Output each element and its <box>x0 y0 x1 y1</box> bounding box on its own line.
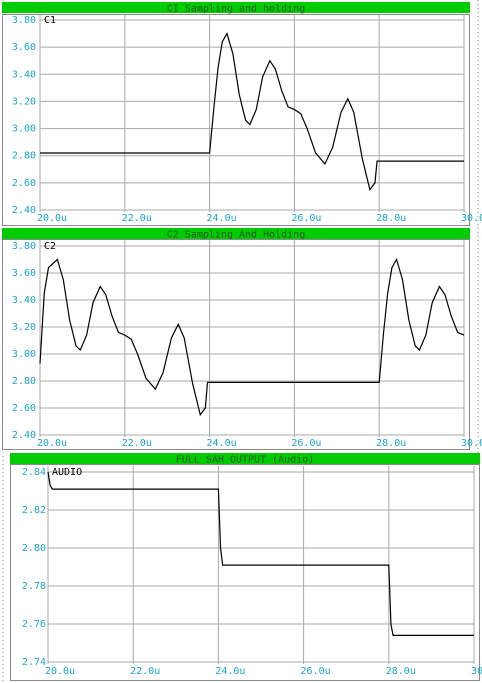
x-tick-label: 26.0u <box>291 213 321 224</box>
y-tick-label: 2.80 <box>12 376 36 387</box>
x-tick-label: 30.0u <box>461 213 482 224</box>
x-tick-label: 20.0u <box>37 213 67 224</box>
x-tick-label: 22.0u <box>122 213 152 224</box>
y-tick-label: 2.60 <box>12 178 36 189</box>
x-tick-label: 30.0u <box>471 666 482 677</box>
y-tick-label: 3.60 <box>12 268 36 279</box>
y-tick-label: 3.20 <box>12 96 36 107</box>
waveform <box>39 257 465 417</box>
title-bar <box>2 228 470 239</box>
x-tick-label: 24.0u <box>207 438 237 449</box>
title-bar <box>2 2 470 13</box>
legend-label: C1 <box>44 15 56 26</box>
y-tick-label: 3.40 <box>12 69 36 80</box>
y-tick-label: 2.74 <box>22 657 46 668</box>
x-tick-label: 28.0u <box>376 438 406 449</box>
y-tick-label: 3.60 <box>12 42 36 53</box>
y-tick-label: 3.20 <box>12 322 36 333</box>
y-tick-label: 3.00 <box>12 349 36 360</box>
legend-label: C2 <box>44 241 56 252</box>
waveform <box>40 32 464 192</box>
legend-label: AUDIO <box>52 467 82 478</box>
y-tick-label: 2.80 <box>12 151 36 162</box>
y-tick-label: 2.40 <box>12 430 36 441</box>
y-tick-label: 2.80 <box>22 543 46 554</box>
x-tick-label: 30.0u <box>461 438 482 449</box>
y-tick-label: 3.80 <box>12 15 36 26</box>
y-tick-label: 2.60 <box>12 403 36 414</box>
x-tick-label: 28.0u <box>376 213 406 224</box>
x-tick-label: 26.0u <box>301 666 331 677</box>
y-tick-label: 3.40 <box>12 295 36 306</box>
x-tick-label: 22.0u <box>122 438 152 449</box>
chart-title: CI Sampling and holding <box>167 4 305 15</box>
y-tick-label: 3.80 <box>12 241 36 252</box>
y-tick-label: 2.84 <box>22 467 46 478</box>
plot-frame <box>10 464 480 681</box>
chart-title: C2 Sampling And Holding <box>167 230 305 241</box>
x-tick-label: 26.0u <box>291 438 321 449</box>
y-tick-label: 2.78 <box>22 581 46 592</box>
y-tick-label: 2.76 <box>22 619 46 630</box>
plot-frame <box>2 239 470 450</box>
y-tick-label: 2.40 <box>12 205 36 216</box>
x-tick-label: 28.0u <box>386 666 416 677</box>
x-tick-label: 24.0u <box>215 666 245 677</box>
x-tick-label: 24.0u <box>207 213 237 224</box>
title-bar <box>10 453 480 464</box>
waveform <box>47 471 474 636</box>
x-tick-label: 20.0u <box>45 666 75 677</box>
plot-frame <box>2 14 470 226</box>
x-tick-label: 22.0u <box>130 666 160 677</box>
y-tick-label: 2.82 <box>22 505 46 516</box>
y-tick-label: 3.00 <box>12 124 36 135</box>
x-tick-label: 20.0u <box>37 438 67 449</box>
chart-title: FULL SAH OUTPUT (Audio) <box>176 455 314 466</box>
